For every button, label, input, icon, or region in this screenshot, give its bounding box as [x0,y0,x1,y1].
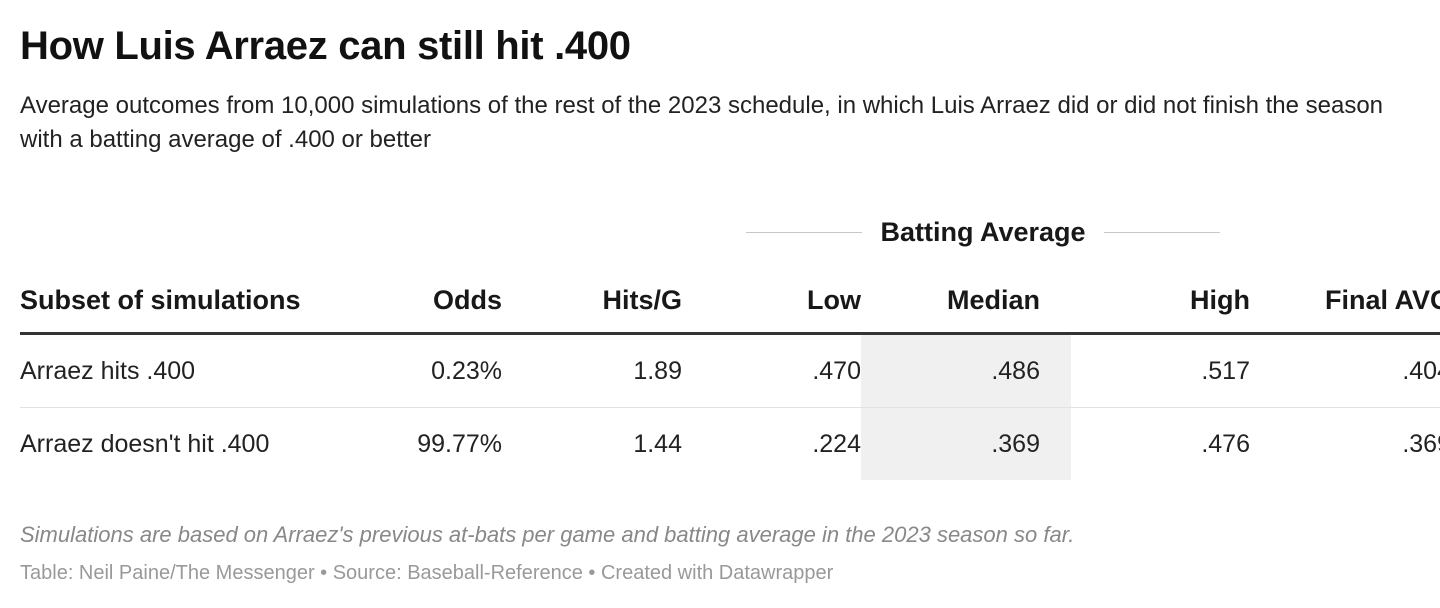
column-group-rule-left [746,231,863,233]
table-row: Arraez hits .400 0.23% 1.89 .470 .486 .5… [20,333,1440,408]
column-header-subset[interactable]: Subset of simulations [20,268,320,335]
simulation-table: Subset of simulations Odds Hits/G Low Me… [20,268,1440,480]
batting-average-column-group: Batting Average [746,211,1221,253]
cell-hits-per-game: 1.89 [502,333,682,408]
cell-subset: Arraez doesn't hit .400 [20,429,270,458]
column-group-rule-right [1103,231,1221,233]
column-header-low[interactable]: Low [682,268,861,335]
column-header-final-avg[interactable]: Final AVG [1250,268,1440,335]
chart-subtitle: Average outcomes from 10,000 simulations… [20,92,1384,153]
chart-credit: Table: Neil Paine/The Messenger • Source… [20,562,834,584]
chart-title: How Luis Arraez can still hit .400 [20,24,631,68]
column-header-median[interactable]: Median [861,268,1071,335]
column-header-odds[interactable]: Odds [320,268,502,335]
cell-final-avg: .404 [1250,333,1440,408]
cell-high: .517 [1071,333,1250,408]
chart-notes: Simulations are based on Arraez's previo… [20,522,1075,547]
column-header-high[interactable]: High [1071,268,1250,335]
cell-odds: 0.23% [320,333,502,408]
table-header-row: Subset of simulations Odds Hits/G Low Me… [20,268,1440,335]
cell-subset: Arraez hits .400 [20,333,320,408]
cell-low: .224 [812,429,861,458]
table-row: Arraez doesn't hit .400 99.77% 1.44 .224… [20,407,1440,480]
cell-high: .476 [1201,429,1250,458]
column-group-label: Batting Average [880,216,1086,247]
cell-odds: 99.77% [417,429,502,458]
cell-low: .470 [682,333,861,408]
cell-hits-per-game: 1.44 [633,429,682,458]
cell-median: .486 [861,333,1071,408]
cell-final-avg: .369 [1402,429,1440,458]
cell-median: .369 [861,407,1071,480]
column-header-hits-per-game[interactable]: Hits/G [502,268,682,335]
